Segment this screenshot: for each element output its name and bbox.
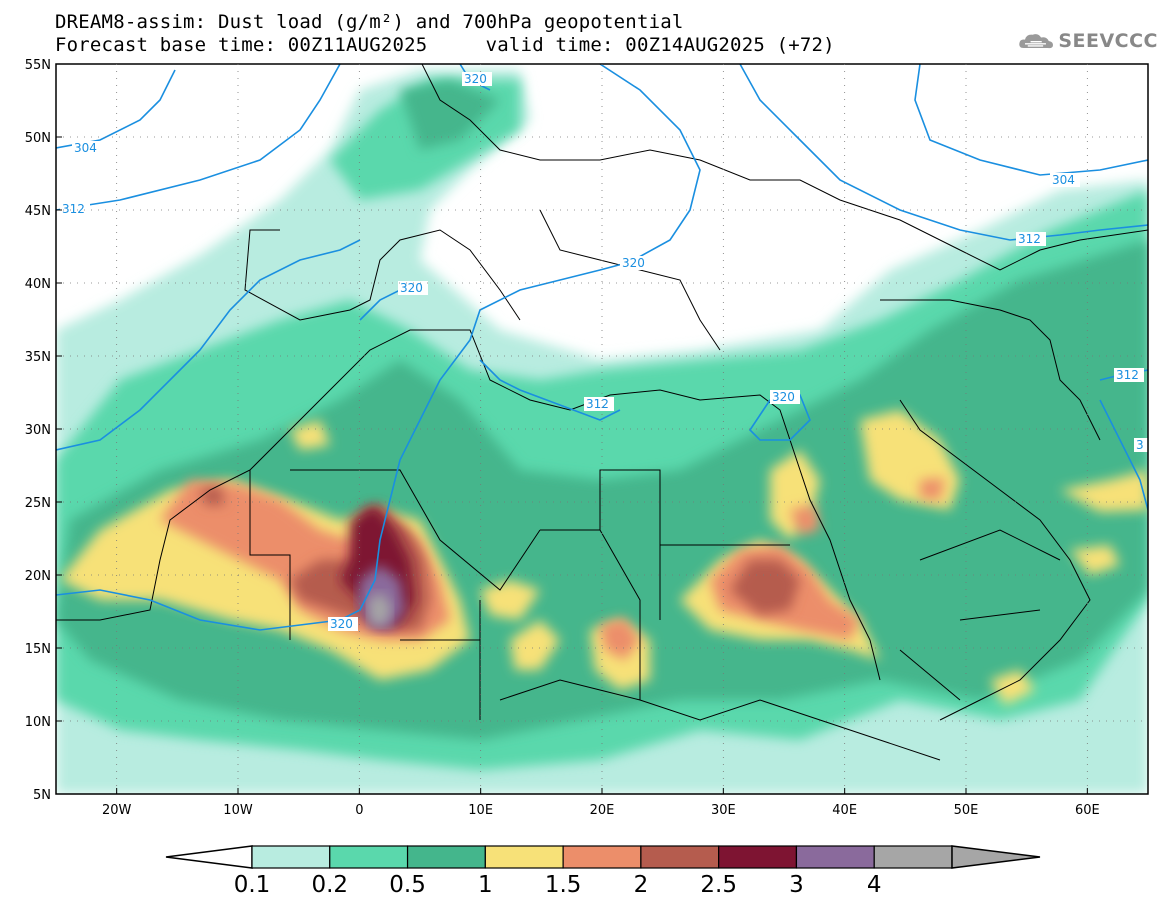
lat-label: 5N: [33, 788, 51, 803]
colorbar-swatch: [795, 845, 875, 869]
colorbar-label: 0.5: [389, 872, 426, 898]
geopotential-contours: [56, 64, 1148, 631]
colorbar-label: 1: [478, 872, 493, 898]
contour-label: 320: [772, 390, 795, 404]
lon-label: 20E: [590, 803, 615, 818]
lat-label: 30N: [25, 423, 51, 438]
latitude-labels: 55N 50N 45N 40N 35N 30N 25N 20N 15N 10N 5N: [25, 58, 62, 803]
lat-label: 15N: [25, 642, 51, 657]
colorbar-swatch: [562, 845, 642, 869]
colorbar: 0.1 0.2 0.5 1 1.5 2 2.5 3 4: [165, 845, 1041, 898]
contour-label: 304: [1052, 173, 1075, 187]
lon-label: 0: [355, 803, 363, 818]
lon-label: 30E: [711, 803, 736, 818]
lat-label: 40N: [25, 277, 51, 292]
colorbar-label: 1.5: [545, 872, 582, 898]
colorbar-swatch: [640, 845, 720, 869]
contour-label: 3: [1136, 438, 1144, 452]
contour-label: 304: [74, 141, 97, 155]
lat-label: 45N: [25, 204, 51, 219]
colorbar-label: 0.1: [234, 872, 271, 898]
dust-field-grey: [368, 592, 392, 626]
contour-label: 320: [400, 281, 423, 295]
lon-label: 50E: [954, 803, 979, 818]
colorbar-high-arrow: [951, 845, 1041, 869]
colorbar-swatch: [484, 845, 564, 869]
coastlines-borders: [56, 64, 1148, 761]
lat-label: 25N: [25, 496, 51, 511]
lat-label: 35N: [25, 350, 51, 365]
colorbar-label: 0.2: [311, 872, 348, 898]
lat-label: 55N: [25, 58, 51, 73]
contour-label: 312: [1018, 232, 1041, 246]
colorbar-swatch: [406, 845, 486, 869]
colorbar-swatch: [873, 845, 953, 869]
colorbar-label: 2: [634, 872, 649, 898]
longitude-labels: 20W 10W 0 10E 20E 30E 40E 50E 60E: [102, 788, 1100, 818]
lon-label: 10W: [223, 803, 253, 818]
colorbar-label: 3: [789, 872, 804, 898]
lon-label: 40E: [832, 803, 857, 818]
contour-label: 312: [1116, 368, 1139, 382]
colorbar-label: 4: [867, 872, 882, 898]
lat-label: 20N: [25, 569, 51, 584]
seevccc-logo: SEEVCCC: [1018, 26, 1158, 56]
lon-label: 10E: [468, 803, 493, 818]
contour-label: 320: [622, 256, 645, 270]
contour-label: 312: [586, 397, 609, 411]
lat-label: 10N: [25, 715, 51, 730]
lon-label: 60E: [1075, 803, 1100, 818]
contour-label: 320: [330, 617, 353, 631]
colorbar-swatch: [329, 845, 409, 869]
colorbar-swatch: [251, 845, 331, 869]
colorbar-swatch: [718, 845, 798, 869]
lon-label: 20W: [102, 803, 132, 818]
contour-label: 320: [464, 72, 487, 86]
graticule: [56, 64, 1148, 794]
contour-label: 312: [62, 202, 85, 216]
contour-labels: 304 312 320 304 312 320 320 312 320 312 …: [60, 72, 1148, 631]
cloud-icon: [1019, 34, 1054, 49]
map-title: DREAM8-assim: Dust load (g/m²) and 700hP…: [55, 11, 684, 33]
lat-label: 50N: [25, 131, 51, 146]
map-subtitle: Forecast base time: 00Z11AUG2025 valid t…: [55, 34, 835, 56]
colorbar-low-arrow: [165, 845, 253, 869]
colorbar-label: 2.5: [700, 872, 737, 898]
